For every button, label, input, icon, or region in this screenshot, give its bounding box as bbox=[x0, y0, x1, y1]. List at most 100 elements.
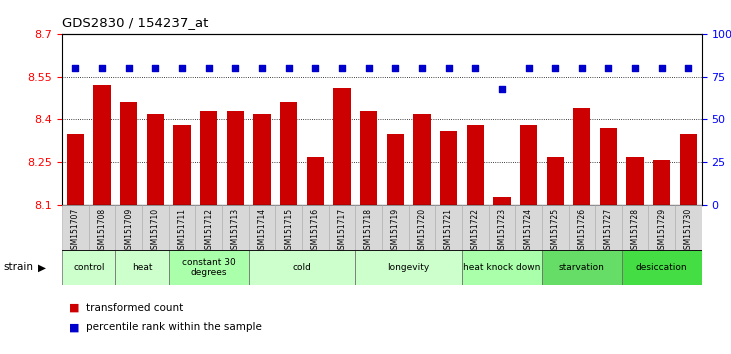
Bar bbox=[435, 205, 462, 250]
Point bbox=[496, 86, 508, 91]
Bar bbox=[569, 205, 595, 250]
Text: GDS2830 / 154237_at: GDS2830 / 154237_at bbox=[62, 16, 208, 29]
Bar bbox=[542, 205, 569, 250]
Point bbox=[629, 65, 641, 71]
Point bbox=[309, 65, 321, 71]
Text: desiccation: desiccation bbox=[636, 263, 688, 272]
Text: GSM151725: GSM151725 bbox=[550, 207, 560, 254]
Text: ▶: ▶ bbox=[38, 262, 46, 272]
Bar bbox=[520, 125, 537, 205]
Text: GSM151712: GSM151712 bbox=[204, 207, 213, 253]
Text: GSM151727: GSM151727 bbox=[604, 207, 613, 254]
Bar bbox=[222, 205, 249, 250]
Text: GSM151718: GSM151718 bbox=[364, 207, 373, 253]
Bar bbox=[276, 205, 302, 250]
Bar bbox=[88, 205, 115, 250]
Text: heat: heat bbox=[132, 263, 152, 272]
Bar bbox=[169, 250, 249, 285]
Text: GSM151707: GSM151707 bbox=[71, 207, 80, 254]
Text: cold: cold bbox=[292, 263, 311, 272]
Point bbox=[96, 65, 108, 71]
Text: ■: ■ bbox=[69, 322, 80, 332]
Bar bbox=[62, 205, 88, 250]
Text: GSM151721: GSM151721 bbox=[444, 207, 453, 253]
Point bbox=[123, 65, 135, 71]
Text: GSM151708: GSM151708 bbox=[98, 207, 107, 254]
Bar bbox=[329, 205, 355, 250]
Text: GSM151723: GSM151723 bbox=[497, 207, 507, 254]
Point bbox=[363, 65, 374, 71]
Bar bbox=[382, 205, 409, 250]
Bar bbox=[249, 205, 276, 250]
Bar bbox=[115, 205, 142, 250]
Bar bbox=[302, 205, 329, 250]
Point bbox=[150, 65, 162, 71]
Text: GSM151714: GSM151714 bbox=[257, 207, 267, 254]
Point bbox=[283, 65, 295, 71]
Bar bbox=[409, 205, 435, 250]
Bar bbox=[142, 205, 169, 250]
Bar bbox=[227, 111, 244, 205]
Bar bbox=[622, 250, 702, 285]
Text: GSM151709: GSM151709 bbox=[124, 207, 133, 254]
Bar bbox=[413, 114, 431, 205]
Bar bbox=[355, 250, 462, 285]
Text: GSM151717: GSM151717 bbox=[338, 207, 346, 254]
Bar bbox=[680, 134, 697, 205]
Text: GSM151722: GSM151722 bbox=[471, 207, 480, 253]
Bar bbox=[622, 205, 648, 250]
Text: GSM151713: GSM151713 bbox=[231, 207, 240, 254]
Point bbox=[203, 65, 215, 71]
Bar bbox=[466, 125, 484, 205]
Text: starvation: starvation bbox=[559, 263, 605, 272]
Bar bbox=[355, 205, 382, 250]
Text: GSM151715: GSM151715 bbox=[284, 207, 293, 254]
Point bbox=[683, 65, 694, 71]
Bar bbox=[147, 114, 164, 205]
Text: heat knock down: heat knock down bbox=[463, 263, 540, 272]
Text: ■: ■ bbox=[69, 303, 80, 313]
Point bbox=[390, 65, 401, 71]
Bar bbox=[595, 205, 622, 250]
Bar bbox=[515, 205, 542, 250]
Bar bbox=[94, 85, 111, 205]
Text: strain: strain bbox=[4, 262, 34, 272]
Bar bbox=[195, 205, 222, 250]
Text: GSM151716: GSM151716 bbox=[311, 207, 320, 254]
Text: GSM151724: GSM151724 bbox=[524, 207, 533, 254]
Bar bbox=[573, 108, 591, 205]
Text: transformed count: transformed count bbox=[86, 303, 183, 313]
Point bbox=[602, 65, 614, 71]
Bar bbox=[542, 250, 622, 285]
Bar bbox=[547, 157, 564, 205]
Point bbox=[443, 65, 455, 71]
Text: constant 30
degrees: constant 30 degrees bbox=[182, 258, 235, 277]
Bar bbox=[493, 197, 510, 205]
Text: GSM151720: GSM151720 bbox=[417, 207, 426, 254]
Bar bbox=[173, 125, 191, 205]
Bar bbox=[254, 114, 270, 205]
Text: GSM151719: GSM151719 bbox=[391, 207, 400, 254]
Bar bbox=[462, 250, 542, 285]
Point bbox=[256, 65, 268, 71]
Bar bbox=[600, 128, 617, 205]
Bar bbox=[115, 250, 169, 285]
Bar bbox=[488, 205, 515, 250]
Text: percentile rank within the sample: percentile rank within the sample bbox=[86, 322, 262, 332]
Text: GSM151728: GSM151728 bbox=[631, 207, 640, 253]
Bar bbox=[249, 250, 355, 285]
Point bbox=[576, 65, 588, 71]
Text: control: control bbox=[73, 263, 105, 272]
Bar bbox=[169, 205, 195, 250]
Bar bbox=[307, 157, 324, 205]
Bar bbox=[120, 102, 137, 205]
Text: GSM151710: GSM151710 bbox=[151, 207, 160, 254]
Bar bbox=[280, 102, 298, 205]
Point bbox=[230, 65, 241, 71]
Bar bbox=[648, 205, 675, 250]
Point bbox=[69, 65, 81, 71]
Bar bbox=[626, 157, 644, 205]
Text: GSM151711: GSM151711 bbox=[178, 207, 186, 253]
Point bbox=[336, 65, 348, 71]
Bar bbox=[675, 205, 702, 250]
